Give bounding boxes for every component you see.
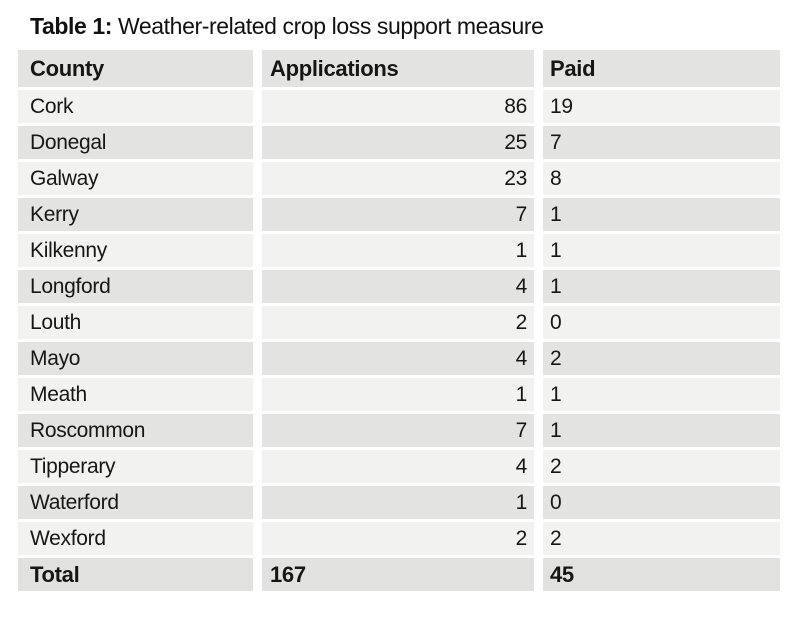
cell-county: Wexford <box>18 522 253 558</box>
cell-applications: 1 <box>253 234 534 270</box>
cell-applications: 1 <box>253 378 534 414</box>
cell-applications: 86 <box>253 90 534 126</box>
cell-paid: 2 <box>534 522 780 558</box>
cell-applications: 7 <box>253 414 534 450</box>
cell-county: Waterford <box>18 486 253 522</box>
cell-paid: 7 <box>534 126 780 162</box>
table-row: Donegal 25 7 <box>18 126 780 162</box>
table-row: Longford 4 1 <box>18 270 780 306</box>
cell-county: Donegal <box>18 126 253 162</box>
total-applications: 167 <box>253 558 534 594</box>
cell-applications: 23 <box>253 162 534 198</box>
cell-paid: 2 <box>534 450 780 486</box>
cell-county: Longford <box>18 270 253 306</box>
total-row: Total 167 45 <box>18 558 780 594</box>
total-paid: 45 <box>534 558 780 594</box>
cell-applications: 2 <box>253 522 534 558</box>
cell-applications: 4 <box>253 270 534 306</box>
table-title: Table 1: Weather-related crop loss suppo… <box>30 13 544 40</box>
table-row: Mayo 4 2 <box>18 342 780 378</box>
cell-county: Galway <box>18 162 253 198</box>
total-label: Total <box>18 558 253 594</box>
header-row: County Applications Paid <box>18 50 780 90</box>
table-title-prefix: Table 1: <box>30 13 113 39</box>
crop-loss-table: County Applications Paid Cork 86 19 Done… <box>18 50 780 594</box>
table-row: Kerry 7 1 <box>18 198 780 234</box>
cell-paid: 8 <box>534 162 780 198</box>
cell-paid: 1 <box>534 198 780 234</box>
cell-paid: 1 <box>534 270 780 306</box>
table-title-text: Weather-related crop loss support measur… <box>112 13 544 39</box>
cell-paid: 0 <box>534 306 780 342</box>
header-paid: Paid <box>534 50 780 90</box>
cell-county: Cork <box>18 90 253 126</box>
cell-paid: 1 <box>534 234 780 270</box>
cell-paid: 1 <box>534 378 780 414</box>
cell-county: Kilkenny <box>18 234 253 270</box>
cell-applications: 4 <box>253 342 534 378</box>
cell-county: Mayo <box>18 342 253 378</box>
table-row: Galway 23 8 <box>18 162 780 198</box>
cell-paid: 0 <box>534 486 780 522</box>
table-row: Waterford 1 0 <box>18 486 780 522</box>
header-county: County <box>18 50 253 90</box>
table-row: Kilkenny 1 1 <box>18 234 780 270</box>
cell-applications: 2 <box>253 306 534 342</box>
cell-county: Kerry <box>18 198 253 234</box>
cell-county: Tipperary <box>18 450 253 486</box>
table-row: Cork 86 19 <box>18 90 780 126</box>
cell-county: Roscommon <box>18 414 253 450</box>
cell-paid: 2 <box>534 342 780 378</box>
cell-county: Meath <box>18 378 253 414</box>
cell-paid: 19 <box>534 90 780 126</box>
cell-applications: 1 <box>253 486 534 522</box>
cell-paid: 1 <box>534 414 780 450</box>
cell-applications: 4 <box>253 450 534 486</box>
table-row: Louth 2 0 <box>18 306 780 342</box>
header-applications: Applications <box>253 50 534 90</box>
table-row: Wexford 2 2 <box>18 522 780 558</box>
table-header: County Applications Paid <box>18 50 780 90</box>
table-row: Roscommon 7 1 <box>18 414 780 450</box>
table-row: Meath 1 1 <box>18 378 780 414</box>
table-body: Cork 86 19 Donegal 25 7 Galway 23 8 Kerr… <box>18 90 780 594</box>
cell-county: Louth <box>18 306 253 342</box>
table-row: Tipperary 4 2 <box>18 450 780 486</box>
cell-applications: 25 <box>253 126 534 162</box>
cell-applications: 7 <box>253 198 534 234</box>
